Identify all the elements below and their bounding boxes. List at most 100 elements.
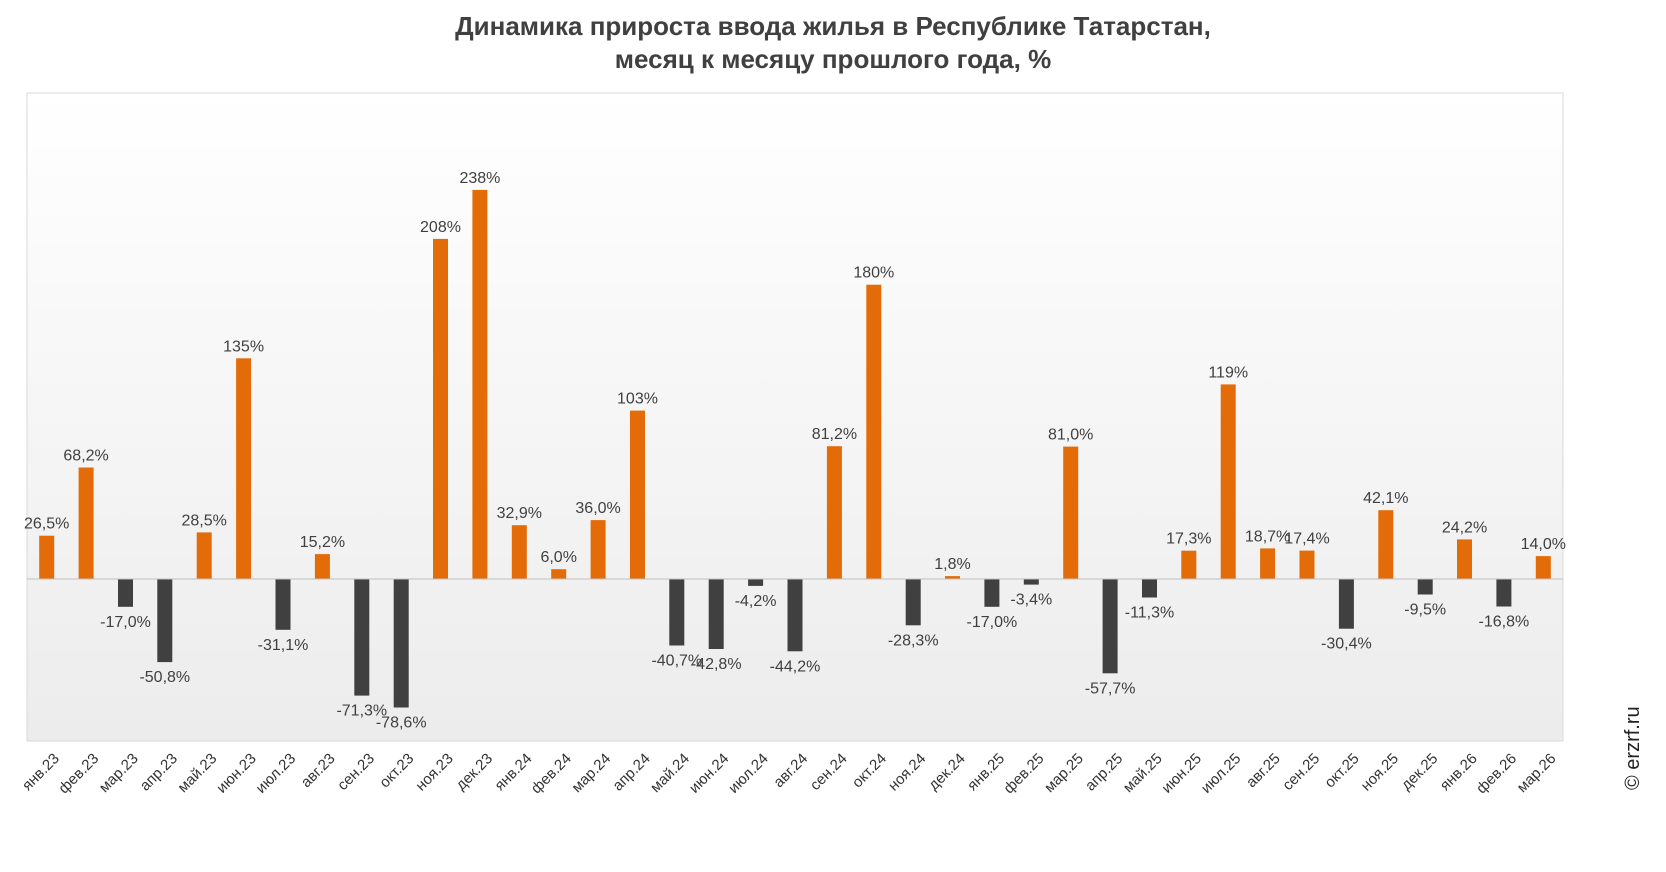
data-label-апр.23: -50,8% xyxy=(139,669,190,686)
x-tick-окт.24: окт.24 xyxy=(849,750,890,791)
bars-group xyxy=(39,189,1551,708)
bar-фев.23 xyxy=(78,467,94,579)
x-tick-июн.25: июн.25 xyxy=(1158,750,1205,797)
bar-апр.24 xyxy=(630,410,645,579)
bar-июл.25 xyxy=(1220,384,1236,579)
data-label-авг.23: 15,2% xyxy=(300,534,345,551)
x-tick-июн.23: июн.23 xyxy=(213,750,260,797)
data-label-янв.26: 24,2% xyxy=(1442,519,1487,536)
bar-апр.23 xyxy=(157,579,173,663)
bar-сен.23 xyxy=(354,579,370,696)
bar-сен.24 xyxy=(826,446,842,579)
chart-title-line-2: месяц к месяцу прошлого года, % xyxy=(614,44,1052,74)
data-label-янв.24: 32,9% xyxy=(497,505,542,522)
data-label-мар.25: 81,0% xyxy=(1048,427,1093,444)
bar-ноя.23 xyxy=(433,238,448,579)
data-label-янв.23: 26,5% xyxy=(24,516,69,533)
data-label-дек.23: 238% xyxy=(459,170,500,187)
x-tick-мар.24: мар.24 xyxy=(568,750,614,796)
bar-фев.24 xyxy=(551,569,567,579)
x-tick-апр.25: апр.25 xyxy=(1082,750,1126,794)
bar-июл.24 xyxy=(748,579,764,586)
data-label-окт.25: -30,4% xyxy=(1321,636,1372,653)
bar-мар.26 xyxy=(1535,556,1551,579)
x-tick-июл.25: июл.25 xyxy=(1198,750,1245,797)
x-tick-дек.24: дек.24 xyxy=(925,750,968,793)
data-label-сен.24: 81,2% xyxy=(812,426,857,443)
bar-янв.26 xyxy=(1457,539,1472,579)
x-tick-июл.23: июл.23 xyxy=(253,750,300,797)
x-tick-июн.24: июн.24 xyxy=(686,750,733,797)
bar-фев.25 xyxy=(1023,579,1039,585)
data-label-мар.24: 36,0% xyxy=(575,500,620,517)
bar-ноя.25 xyxy=(1378,510,1394,579)
x-tick-май.24: май.24 xyxy=(647,750,693,796)
data-label-май.25: -11,3% xyxy=(1125,605,1175,622)
bar-мар.23 xyxy=(118,579,133,607)
bar-ноя.24 xyxy=(905,579,921,626)
x-tick-авг.24: авг.24 xyxy=(770,750,811,791)
bar-авг.25 xyxy=(1260,548,1276,579)
bar-фев.26 xyxy=(1496,579,1512,607)
value-labels-group: 26,5% 68,2% -17,0% -50,8% 28,5% 135% -31,1% 15,… xyxy=(24,170,1566,732)
bar-апр.25 xyxy=(1102,579,1118,674)
data-label-дек.25: -9,5% xyxy=(1404,602,1446,619)
x-tick-дек.25: дек.25 xyxy=(1398,750,1441,793)
bar-янв.24 xyxy=(511,525,527,579)
bar-янв.23 xyxy=(39,535,55,579)
bar-июн.23 xyxy=(236,358,252,579)
chart-title-line-1: Динамика прироста ввода жилья в Республи… xyxy=(455,11,1211,41)
x-tick-июл.24: июл.24 xyxy=(725,750,772,797)
data-label-июл.23: -31,1% xyxy=(258,637,309,654)
x-tick-ноя.23: ноя.23 xyxy=(412,750,456,794)
data-label-фев.23: 68,2% xyxy=(63,448,108,465)
x-tick-фев.23: фев.23 xyxy=(55,750,102,797)
bar-май.23 xyxy=(196,532,212,579)
bar-окт.24 xyxy=(866,284,882,579)
data-label-окт.23: -78,6% xyxy=(376,715,427,732)
x-tick-окт.25: окт.25 xyxy=(1321,750,1362,791)
data-label-авг.24: -44,2% xyxy=(770,658,821,675)
x-tick-апр.23: апр.23 xyxy=(137,750,181,794)
x-tick-авг.25: авг.25 xyxy=(1243,750,1284,791)
data-label-июн.23: 135% xyxy=(223,338,264,355)
x-tick-сен.25: сен.25 xyxy=(1279,750,1323,794)
x-tick-сен.23: сен.23 xyxy=(334,750,378,794)
data-label-апр.24: 103% xyxy=(617,391,658,408)
bar-дек.23 xyxy=(472,189,488,579)
bar-авг.23 xyxy=(314,554,330,579)
bar-июл.23 xyxy=(275,579,291,630)
x-tick-фев.24: фев.24 xyxy=(528,750,575,797)
x-tick-май.25: май.25 xyxy=(1120,750,1166,796)
bar-дек.24 xyxy=(945,576,960,579)
x-tick-апр.24: апр.24 xyxy=(609,750,653,794)
x-tick-мар.26: мар.26 xyxy=(1514,750,1560,796)
x-tick-сен.24: сен.24 xyxy=(807,750,851,794)
bar-май.24 xyxy=(669,579,685,646)
copyright-text: © erzrf.ru xyxy=(1622,706,1644,790)
data-label-май.24: -40,7% xyxy=(651,653,702,670)
data-label-июл.25: 119% xyxy=(1208,364,1248,381)
data-label-апр.25: -57,7% xyxy=(1085,680,1136,697)
data-label-июл.24: -4,2% xyxy=(735,593,777,610)
bar-май.25 xyxy=(1142,579,1157,598)
data-label-авг.25: 18,7% xyxy=(1245,528,1290,545)
bar-июн.24 xyxy=(708,579,724,649)
data-label-май.23: 28,5% xyxy=(182,512,227,529)
chart-title: Динамика прироста ввода жилья в Республи… xyxy=(0,10,1666,76)
bar-окт.23 xyxy=(393,579,409,708)
data-label-мар.26: 14,0% xyxy=(1521,536,1566,553)
data-label-фев.24: 6,0% xyxy=(540,549,576,566)
x-tick-ноя.24: ноя.24 xyxy=(885,750,929,794)
bar-июн.25 xyxy=(1181,550,1197,579)
data-label-янв.25: -17,0% xyxy=(967,614,1018,631)
data-label-дек.24: 1,8% xyxy=(934,556,970,573)
data-label-сен.25: 17,4% xyxy=(1284,531,1329,548)
bar-мар.25 xyxy=(1063,446,1079,579)
bar-сен.25 xyxy=(1299,550,1315,579)
bar-окт.25 xyxy=(1338,579,1354,629)
data-label-ноя.24: -28,3% xyxy=(888,632,939,649)
bar-дек.25 xyxy=(1417,579,1433,595)
bar-авг.24 xyxy=(787,579,803,652)
